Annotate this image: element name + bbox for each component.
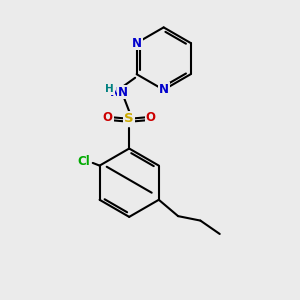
Text: NH: NH: [110, 85, 130, 98]
Text: Cl: Cl: [77, 154, 90, 168]
Text: O: O: [103, 111, 113, 124]
Text: H: H: [106, 84, 114, 94]
Text: N: N: [118, 85, 128, 98]
Text: O: O: [146, 111, 156, 124]
Text: S: S: [124, 112, 134, 125]
Text: N: N: [159, 83, 169, 96]
Text: N: N: [132, 37, 142, 50]
